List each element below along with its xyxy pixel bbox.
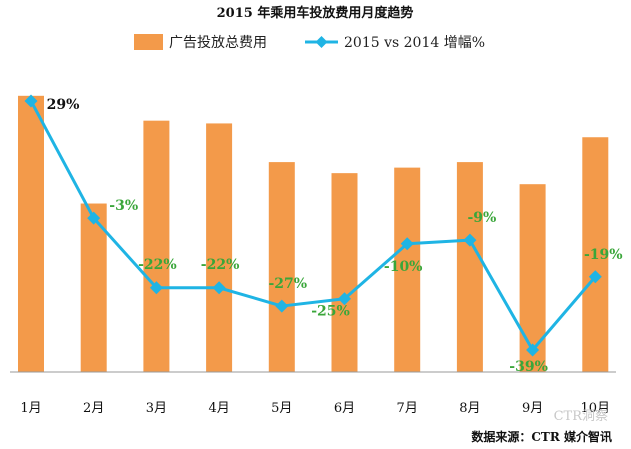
line-point — [526, 343, 540, 357]
line-series — [24, 94, 602, 357]
legend: 广告投放总费用 2015 vs 2014 增幅% — [134, 34, 485, 51]
data-label: -10% — [384, 259, 423, 275]
data-label: -19% — [584, 247, 623, 263]
bar — [80, 203, 107, 372]
line-point — [149, 281, 163, 295]
line-point — [87, 211, 101, 225]
x-tick-label: 1月 — [20, 401, 41, 416]
x-axis-ticks: 1月 2月 3月 4月 5月 6月 7月 8月 9月 10月 — [20, 401, 610, 416]
legend-bar-swatch — [134, 34, 163, 50]
data-label: -9% — [467, 210, 496, 226]
x-tick-label: 5月 — [271, 401, 292, 416]
data-label: -39% — [509, 359, 548, 375]
data-label: -22% — [138, 257, 177, 273]
line-point — [275, 299, 289, 313]
legend-bar-label: 广告投放总费用 — [169, 35, 267, 51]
x-tick-label: 10月 — [581, 401, 611, 416]
bar — [331, 173, 358, 372]
legend-line-label: 2015 vs 2014 增幅% — [344, 35, 485, 51]
bar — [456, 162, 483, 372]
bar — [582, 137, 609, 372]
line-point — [463, 233, 477, 247]
source-note: 数据来源：CTR 媒介智讯 — [471, 429, 612, 444]
data-label: -3% — [109, 198, 138, 214]
line-point — [338, 292, 351, 306]
watermark: CTR洞察 — [554, 409, 608, 424]
data-label: -22% — [201, 257, 240, 273]
bar — [18, 95, 44, 373]
data-label: 29% — [47, 97, 80, 113]
line-point — [588, 270, 602, 284]
bar — [268, 162, 295, 372]
bar-series — [18, 95, 609, 373]
chart-title: 2015 年乘用车投放费用月度趋势 — [217, 5, 414, 21]
legend-line-marker — [315, 36, 328, 48]
bar — [394, 167, 421, 372]
series-line — [29, 100, 597, 352]
data-label: -25% — [311, 304, 350, 320]
data-label: -27% — [268, 276, 307, 292]
data-labels: 29% -3% -22% -22% -27%-25% -10% -9% -39% -19% — [47, 97, 623, 375]
x-tick-label: 4月 — [208, 401, 229, 416]
bar — [206, 123, 233, 372]
bar — [143, 120, 170, 373]
x-tick-label: 2月 — [83, 401, 104, 416]
x-tick-label: 9月 — [522, 401, 543, 416]
x-tick-label: 6月 — [334, 401, 355, 416]
line-point — [212, 281, 226, 295]
line-point — [24, 94, 38, 108]
x-tick-label: 7月 — [397, 401, 418, 416]
x-tick-label: 8月 — [459, 401, 480, 416]
x-tick-label: 3月 — [146, 401, 167, 416]
line-point — [400, 237, 414, 251]
